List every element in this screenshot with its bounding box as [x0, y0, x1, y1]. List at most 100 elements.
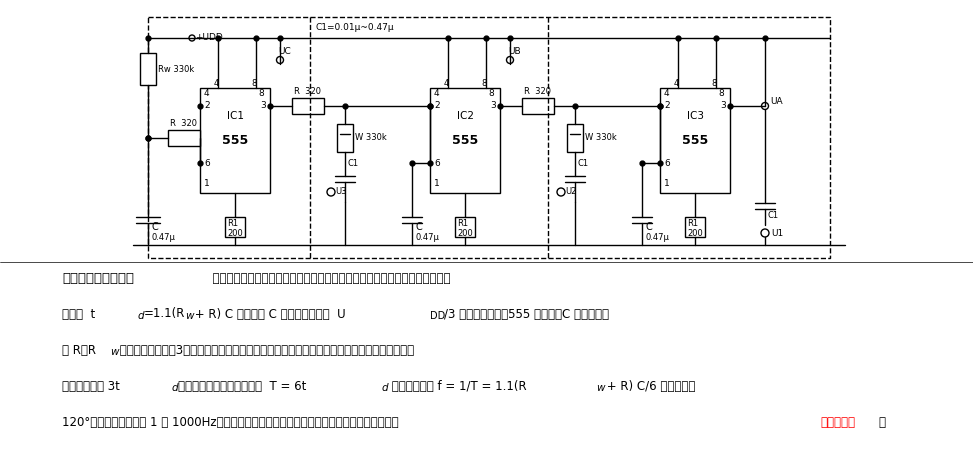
Circle shape — [327, 188, 335, 196]
Circle shape — [276, 57, 283, 64]
Text: C: C — [415, 222, 421, 232]
Text: R  320: R 320 — [524, 87, 551, 96]
Text: U2: U2 — [565, 188, 576, 197]
Text: C: C — [645, 222, 652, 232]
Bar — [567, 124, 583, 152]
Text: 1: 1 — [664, 179, 669, 188]
Text: 555: 555 — [451, 133, 478, 146]
Text: C: C — [151, 222, 158, 232]
Bar — [168, 130, 200, 146]
Text: UB: UB — [508, 47, 521, 56]
Text: 2: 2 — [204, 102, 209, 111]
Text: IC3: IC3 — [687, 111, 703, 121]
Text: 120°，图中参数频率为 1 至 1000Hz。灌电流适用于三相电教学演示设备、三相逆变电源、彩灯: 120°，图中参数频率为 1 至 1000Hz。灌电流适用于三相电教学演示设备、… — [62, 416, 399, 428]
Text: 4: 4 — [664, 88, 669, 97]
Text: 4: 4 — [434, 88, 440, 97]
Text: 1: 1 — [204, 179, 210, 188]
Text: + R) C ，即电容 C 上的电压上升到  U: + R) C ，即电容 C 上的电压上升到 U — [191, 307, 345, 321]
Bar — [140, 53, 156, 85]
Text: R1: R1 — [227, 218, 238, 228]
Text: R1: R1 — [457, 218, 468, 228]
Text: 4: 4 — [213, 79, 219, 88]
Bar — [200, 88, 270, 193]
Text: 8: 8 — [258, 88, 264, 97]
Bar — [292, 98, 324, 114]
Text: UC: UC — [278, 47, 291, 56]
Text: 555: 555 — [222, 133, 248, 146]
Text: 8: 8 — [488, 88, 493, 97]
Text: +UDD: +UDD — [195, 32, 223, 41]
Text: =1.1(R: =1.1(R — [144, 307, 186, 321]
Text: IC2: IC2 — [456, 111, 474, 121]
Text: d: d — [138, 311, 145, 321]
Bar — [522, 98, 554, 114]
Text: 0.47μ: 0.47μ — [415, 232, 439, 241]
Bar — [430, 88, 500, 193]
Text: 6: 6 — [204, 159, 210, 168]
Text: 8: 8 — [718, 88, 724, 97]
Text: 3: 3 — [720, 102, 726, 111]
Text: w: w — [185, 311, 194, 321]
Text: C1: C1 — [768, 210, 779, 219]
Text: 3: 3 — [490, 102, 496, 111]
Bar — [337, 124, 353, 152]
Text: Rw 330k: Rw 330k — [158, 65, 195, 74]
Text: R1: R1 — [687, 218, 698, 228]
Text: 8: 8 — [711, 79, 717, 88]
Text: 200: 200 — [227, 228, 242, 238]
Circle shape — [761, 229, 769, 237]
Circle shape — [557, 188, 565, 196]
Text: U1: U1 — [771, 228, 783, 238]
Text: w: w — [110, 347, 119, 357]
Text: 200: 200 — [457, 228, 473, 238]
Text: 4: 4 — [444, 79, 449, 88]
Bar — [455, 217, 475, 237]
Bar — [225, 217, 245, 237]
Text: C1=0.01μ~0.47μ: C1=0.01μ~0.47μ — [315, 23, 394, 32]
Bar — [660, 88, 730, 193]
Text: IC1: IC1 — [227, 111, 243, 121]
Text: d: d — [382, 383, 388, 393]
Text: /3 所需要的时间。555 复位后，C 上的电荷通: /3 所需要的时间。555 复位后，C 上的电荷通 — [444, 307, 609, 321]
Text: 8: 8 — [482, 79, 486, 88]
Text: 次所需时间为 3t: 次所需时间为 3t — [62, 380, 120, 392]
Text: 。每个集成电路的输出周期  T = 6t: 。每个集成电路的输出周期 T = 6t — [178, 380, 306, 392]
Text: 6: 6 — [434, 159, 440, 168]
Bar — [148, 17, 830, 258]
Text: UA: UA — [770, 97, 782, 106]
Text: 1: 1 — [434, 179, 440, 188]
Text: 8: 8 — [251, 79, 257, 88]
Text: d: d — [172, 383, 179, 393]
Circle shape — [189, 35, 195, 41]
Text: w: w — [596, 383, 604, 393]
Text: W 330k: W 330k — [585, 133, 617, 142]
Text: 该电路是由三个相同的施密特触发器首尾相接，形成的闭环电路。每个触发器: 该电路是由三个相同的施密特触发器首尾相接，形成的闭环电路。每个触发器 — [205, 272, 450, 285]
Text: R  320: R 320 — [170, 120, 197, 129]
Text: 0.47μ: 0.47μ — [645, 232, 668, 241]
Text: 3: 3 — [260, 102, 266, 111]
Text: 6: 6 — [664, 159, 669, 168]
Text: R  320: R 320 — [294, 87, 321, 96]
Text: W 330k: W 330k — [355, 133, 386, 142]
Text: 4: 4 — [673, 79, 678, 88]
Text: C1: C1 — [348, 160, 359, 169]
Text: ，相应频率为 f = 1/T = 1.1(R: ，相应频率为 f = 1/T = 1.1(R — [388, 380, 526, 392]
Text: C1: C1 — [578, 160, 589, 169]
Text: 0.47μ: 0.47μ — [151, 232, 175, 241]
Circle shape — [507, 57, 514, 64]
Text: 555: 555 — [682, 133, 708, 146]
Text: 控制等场合: 控制等场合 — [820, 416, 855, 428]
Text: 的延时  t: 的延时 t — [62, 307, 95, 321]
Text: 对前一级输出端（3脚）进行灌电流放电，与充电时间常数一样，故每个触发器的输出端改变一: 对前一级输出端（3脚）进行灌电流放电，与充电时间常数一样，故每个触发器的输出端改… — [116, 343, 414, 357]
Text: 4: 4 — [204, 88, 209, 97]
Text: 闭环三相多谐振荡器: 闭环三相多谐振荡器 — [62, 272, 134, 285]
Text: 2: 2 — [434, 102, 440, 111]
Text: 2: 2 — [664, 102, 669, 111]
Text: 200: 200 — [687, 228, 703, 238]
Text: + R) C/6 。三相间隔: + R) C/6 。三相间隔 — [603, 380, 696, 392]
Circle shape — [762, 103, 769, 110]
Text: 。: 。 — [878, 416, 885, 428]
Text: U3: U3 — [335, 188, 346, 197]
Text: DD: DD — [430, 311, 446, 321]
Bar — [685, 217, 705, 237]
